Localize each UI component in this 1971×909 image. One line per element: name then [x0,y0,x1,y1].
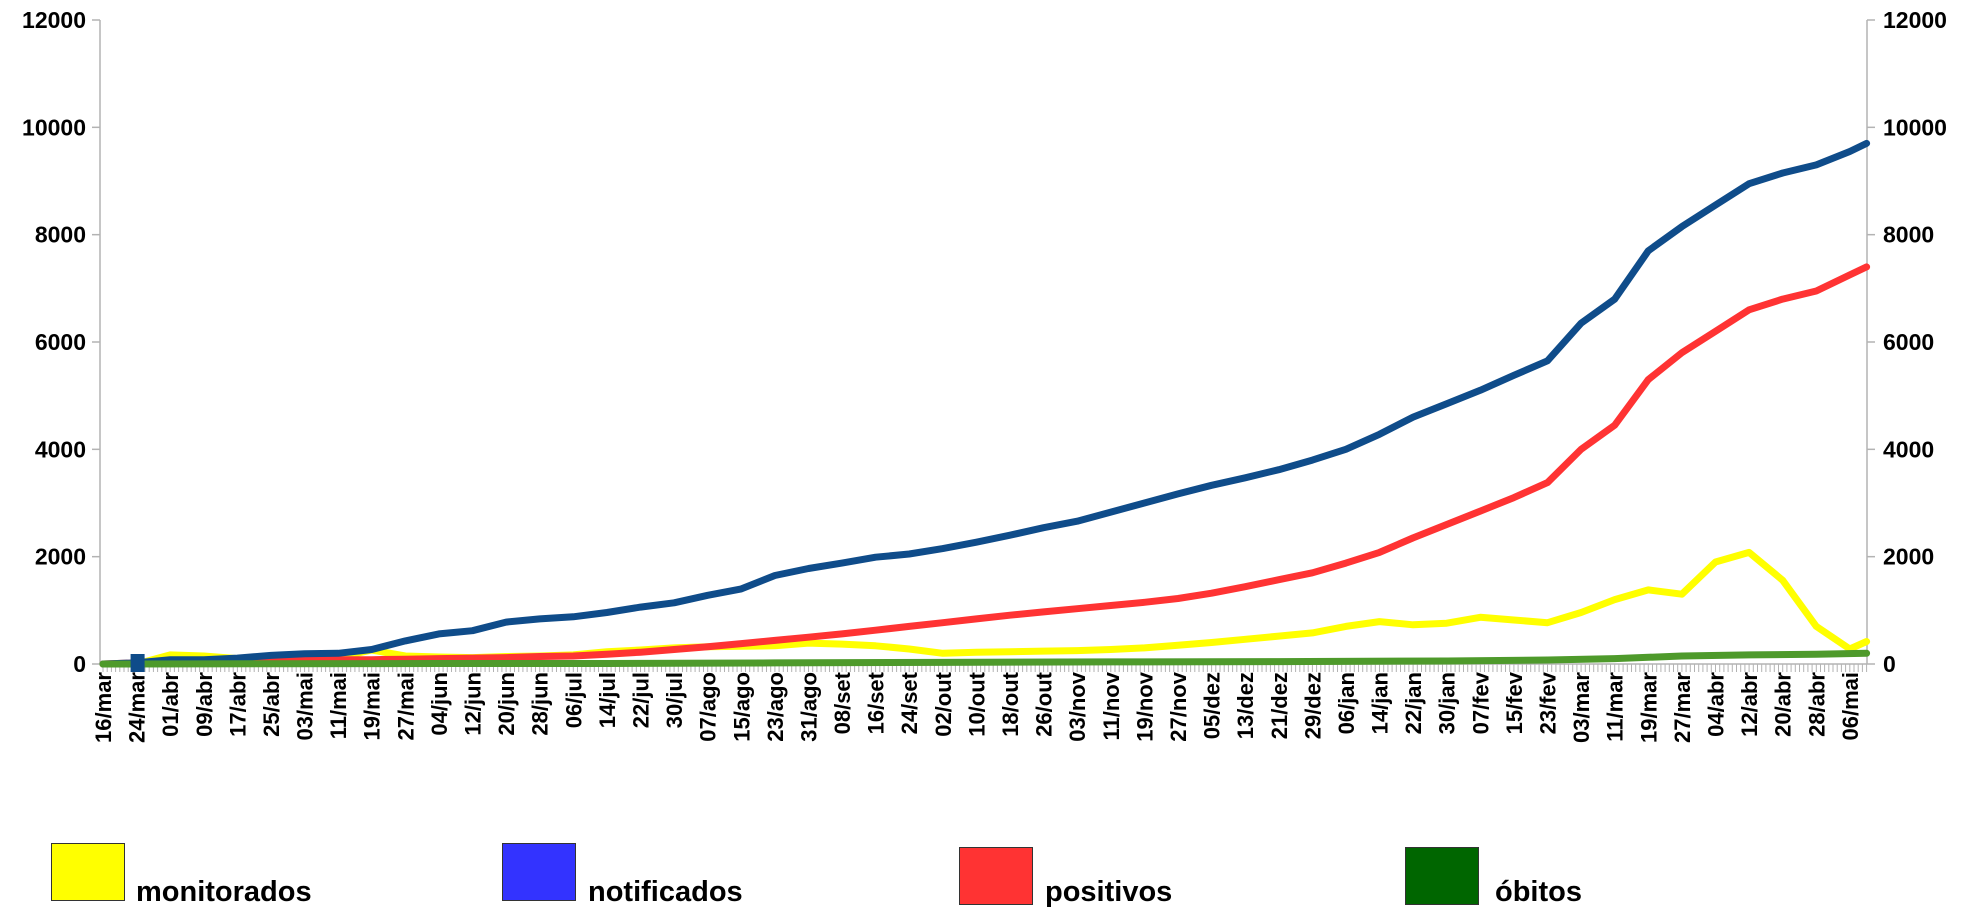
x-tick-label: 24/mar [125,672,150,743]
x-tick-label: 04/jun [427,672,452,736]
x-tick-label: 03/mai [293,672,318,741]
x-tick-label: 28/abr [1804,672,1829,737]
x-tick-label: 14/jul [595,672,620,728]
y-tick-label-left: 8000 [35,222,86,248]
series-line-monitorados [99,548,1871,668]
x-tick-label: 11/mai [326,672,351,739]
x-tick-label: 07/fev [1468,671,1493,734]
y-tick-label-left: 2000 [35,544,86,570]
y-tick-label-left: 0 [73,651,86,677]
x-tick-label: 09/abr [192,672,217,737]
x-tick-label: 30/jul [662,672,687,728]
x-tick-label: 06/jan [1334,672,1359,734]
x-tick-label: 11/nov [1099,671,1124,740]
x-tick-label: 07/ago [696,672,721,742]
series-line-obitos [99,649,1871,668]
series-line-notificados [99,139,1871,668]
x-tick-label: 22/jul [628,672,653,728]
x-tick-label: 11/mar [1603,672,1628,742]
x-tick-label: 20/jun [494,672,519,736]
y-tick-label-left: 12000 [22,7,86,33]
x-tick-label: 30/jan [1435,672,1460,734]
x-tick-label: 19/mar [1636,672,1661,743]
x-tick-label: 10/out [964,671,989,736]
x-tick-label: 13/dez [1233,672,1258,739]
x-tick-label: 23/fev [1536,671,1561,734]
x-tick-label: 18/out [998,671,1023,736]
y-tick-label-left: 10000 [22,114,86,140]
x-tick-label: 23/ago [763,672,788,742]
x-tick-label: 19/nov [1132,671,1157,741]
x-tick-label: 15/ago [729,672,754,742]
x-tick-label: 29/dez [1300,672,1325,739]
y-tick-label-right: 12000 [1883,7,1947,33]
x-tick-label: 21/dez [1267,672,1292,739]
x-tick-label: 02/out [931,671,956,736]
x-tick-label: 20/abr [1771,672,1796,737]
x-tick-label: 27/mai [393,672,418,741]
y-tick-label-right: 4000 [1883,436,1934,462]
series-line-positivos [99,263,1871,668]
y-tick-label-right: 8000 [1883,222,1934,248]
x-tick-label: 24/set [897,671,922,734]
series-start-marker [130,654,145,672]
x-tick-label: 01/abr [158,672,183,737]
x-tick-label: 08/set [830,671,855,734]
x-tick-label: 06/jul [561,672,586,728]
x-tick-label: 17/abr [225,672,250,737]
x-tick-label: 28/jun [528,672,553,736]
x-tick-label: 27/nov [1166,671,1191,741]
x-tick-label: 12/jun [461,672,486,736]
y-tick-label-right: 0 [1883,651,1896,677]
y-tick-label-left: 4000 [35,436,86,462]
x-tick-label: 16/mar [91,672,116,743]
x-tick-label: 06/mai [1838,672,1863,741]
x-tick-label: 26/out [1032,671,1057,736]
x-tick-label: 04/abr [1703,672,1728,737]
chart-series [99,139,1871,672]
y-tick-label-right: 2000 [1883,544,1934,570]
x-tick-label: 16/set [864,671,889,734]
y-tick-label-right: 6000 [1883,329,1934,355]
chart-axes: 0 2000 4000 6000 8000 10000 12000 0 2000 4000 6000… [22,7,1947,743]
x-tick-label: 27/mar [1670,672,1695,743]
x-tick-label: 15/fev [1502,671,1527,734]
x-tick-label: 03/nov [1065,671,1090,741]
y-tick-label-right: 10000 [1883,114,1947,140]
x-tick-label: 19/mai [360,672,385,741]
x-tick-label: 25/abr [259,672,284,737]
x-tick-label: 14/jan [1368,672,1393,734]
x-tick-label: 05/dez [1200,672,1225,739]
x-tick-label: 31/ago [796,672,821,742]
y-tick-label-left: 6000 [35,329,86,355]
x-tick-label: 22/jan [1401,672,1426,734]
x-tick-label: 03/mar [1569,672,1594,743]
x-minor-ticks [102,664,1868,672]
x-tick-label: 12/abr [1737,672,1762,737]
